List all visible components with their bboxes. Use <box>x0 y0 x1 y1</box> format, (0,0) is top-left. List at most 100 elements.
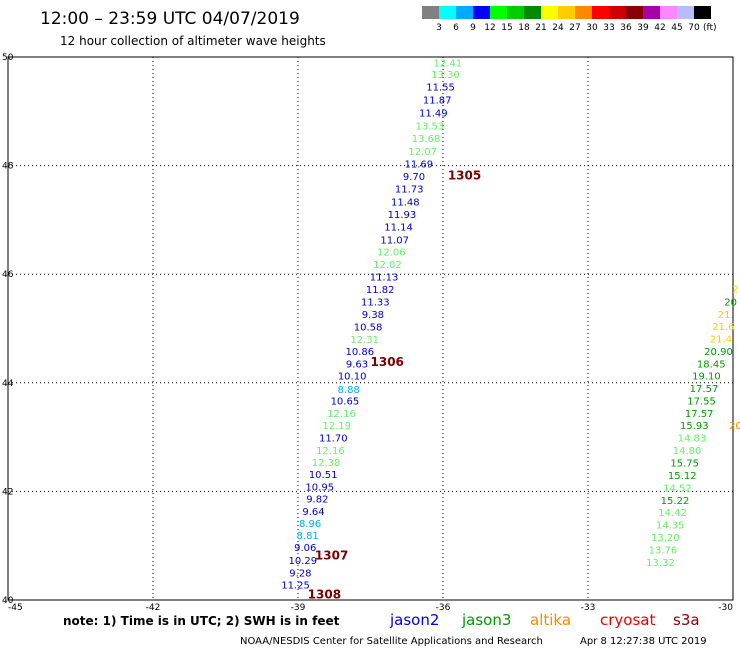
wave-height-label: 13.30 <box>431 70 460 81</box>
legend-label: 21 <box>535 23 546 33</box>
wave-height-label: 10.58 <box>354 322 383 333</box>
wave-height-label: 21. <box>718 310 734 321</box>
legend-swatch <box>524 6 541 19</box>
wave-height-label: 15.12 <box>668 471 697 482</box>
legend-label: 70 <box>688 23 700 33</box>
wave-height-label: 8.96 <box>299 519 321 530</box>
time-labels: 1305 1306 1307 1308 <box>308 168 482 601</box>
wave-height-label: 14.35 <box>656 521 685 532</box>
wave-height-label: 9.70 <box>403 172 425 183</box>
wave-height-label: 2 <box>732 284 738 295</box>
x-tick-label: -30 <box>718 603 733 613</box>
satellite-name: altika <box>530 611 571 629</box>
satellite-legend: jason2 jason3 altika cryosat s3a <box>389 611 700 629</box>
wave-height-label: 20.90 <box>704 347 733 358</box>
legend-swatch <box>490 6 507 19</box>
wave-height-label: 8.88 <box>338 385 360 396</box>
wave-height-label: 11.33 <box>361 297 390 308</box>
wave-height-label: 11.82 <box>366 285 395 296</box>
wave-height-label: 12.16 <box>316 446 345 457</box>
legend-label: 24 <box>552 23 564 33</box>
legend-label: 33 <box>603 23 614 33</box>
wave-height-label: 21.4 <box>710 334 732 345</box>
x-tick-label: -42 <box>146 603 161 613</box>
legend-swatch <box>694 6 711 19</box>
wave-height-label: 14.83 <box>678 434 707 445</box>
legend-unit: (ft) <box>703 23 717 33</box>
wave-height-label: 20 <box>724 297 737 308</box>
wave-height-label: 17.55 <box>687 397 716 408</box>
tick-labels: -45 -42 -39 -36 -33 -30 40 42 44 46 48 50 <box>2 53 733 613</box>
wave-height-label: 11.73 <box>395 184 424 195</box>
wave-height-label: 11.69 <box>405 159 434 170</box>
legend-label: 45 <box>671 23 682 33</box>
wave-height-label: 15.75 <box>670 459 699 470</box>
wave-height-label: 17.57 <box>690 384 719 395</box>
x-tick-label: -45 <box>8 603 23 613</box>
wave-height-label: 11.25 <box>281 580 310 591</box>
legend-swatch <box>660 6 677 19</box>
legend-swatch <box>558 6 575 19</box>
plot-frame <box>7 56 734 601</box>
x-tick-label: -36 <box>436 603 451 613</box>
footer-timestamp: Apr 8 12:27:38 UTC 2019 <box>580 636 707 647</box>
legend-label: 3 <box>436 23 442 33</box>
wave-height-label: 12.38 <box>312 458 341 469</box>
wave-height-label: 13.68 <box>412 134 441 145</box>
wave-height-label: 10.29 <box>289 556 318 567</box>
wave-height-label: 21.6 <box>712 322 734 333</box>
legend-label: 27 <box>569 23 580 33</box>
wave-height-label: 10.51 <box>309 470 338 481</box>
wave-height-label: 10.95 <box>305 483 334 494</box>
chart-subtitle: 12 hour collection of altimeter wave hei… <box>60 34 326 48</box>
wave-height-label: 11.49 <box>419 108 448 119</box>
grid-lines <box>8 57 733 600</box>
legend-label: 39 <box>637 23 649 33</box>
wave-height-label: 11.07 <box>380 235 409 246</box>
footer-note: note: 1) Time is in UTC; 2) SWH is in fe… <box>63 614 340 628</box>
wave-height-label: 10.10 <box>338 372 367 383</box>
time-label: 1306 <box>371 355 404 369</box>
y-tick-label: 42 <box>2 487 13 497</box>
wave-height-label: 11.48 <box>391 197 420 208</box>
wave-height-label: 12.07 <box>408 147 437 158</box>
legend-swatch <box>677 6 694 19</box>
y-tick-label: 46 <box>2 270 14 280</box>
wave-height-label: 11.14 <box>384 222 413 233</box>
satellite-name: jason3 <box>461 611 511 629</box>
wave-height-label: 12.06 <box>377 247 406 258</box>
legend-label: 12 <box>484 23 495 33</box>
x-tick-label: -39 <box>291 603 306 613</box>
footer-credit: NOAA/NESDIS Center for Satellite Applica… <box>240 636 543 647</box>
wave-height-label: 14.52 <box>663 484 692 495</box>
wave-height-label: 10.86 <box>346 347 375 358</box>
satellite-name: jason2 <box>389 611 439 629</box>
legend-swatch <box>541 6 558 19</box>
wave-height-label: 15.93 <box>680 421 709 432</box>
y-tick-label: 40 <box>2 596 14 606</box>
wave-height-label: 9.38 <box>362 310 384 321</box>
legend-swatch <box>439 6 456 19</box>
color-legend: 3 6 9 12 15 18 21 24 27 30 33 36 39 42 45 70 <box>422 6 711 33</box>
y-tick-label: 48 <box>2 162 14 172</box>
time-label: 1305 <box>448 168 481 182</box>
legend-label: 36 <box>620 23 632 33</box>
legend-label: 6 <box>453 23 459 33</box>
y-tick-label: 50 <box>2 53 14 63</box>
wave-height-label: 13.32 <box>646 558 675 569</box>
satellite-name: cryosat <box>600 611 655 629</box>
wave-height-label: 17.57 <box>685 409 714 420</box>
chart-title: 12:00 – 23:59 UTC 04/07/2019 <box>40 9 300 29</box>
wave-height-label: 9.82 <box>306 494 328 505</box>
wave-height-label: 12.31 <box>350 335 379 346</box>
wave-height-label: 11.13 <box>370 272 399 283</box>
wave-height-label: 14.80 <box>673 446 702 457</box>
wave-height-label: 8.81 <box>297 531 319 542</box>
wave-height-label: 12.41 <box>434 58 463 69</box>
wave-height-label: 13.53 <box>416 121 445 132</box>
legend-swatch <box>592 6 609 19</box>
wave-height-label: 11.70 <box>319 434 348 445</box>
